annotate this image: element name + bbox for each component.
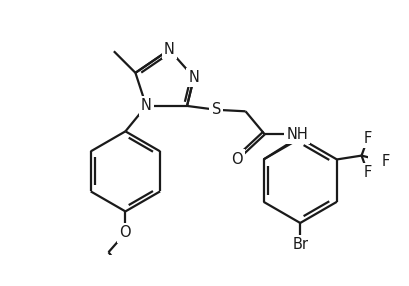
Text: Br: Br [292,237,308,252]
Text: F: F [381,154,389,169]
Text: NH: NH [285,127,307,142]
Text: S: S [211,102,220,117]
Text: N: N [140,98,151,114]
Text: O: O [231,152,242,166]
Text: O: O [119,225,131,241]
Text: F: F [363,131,371,146]
Text: N: N [164,42,174,57]
Text: N: N [188,70,199,85]
Text: F: F [363,165,371,180]
